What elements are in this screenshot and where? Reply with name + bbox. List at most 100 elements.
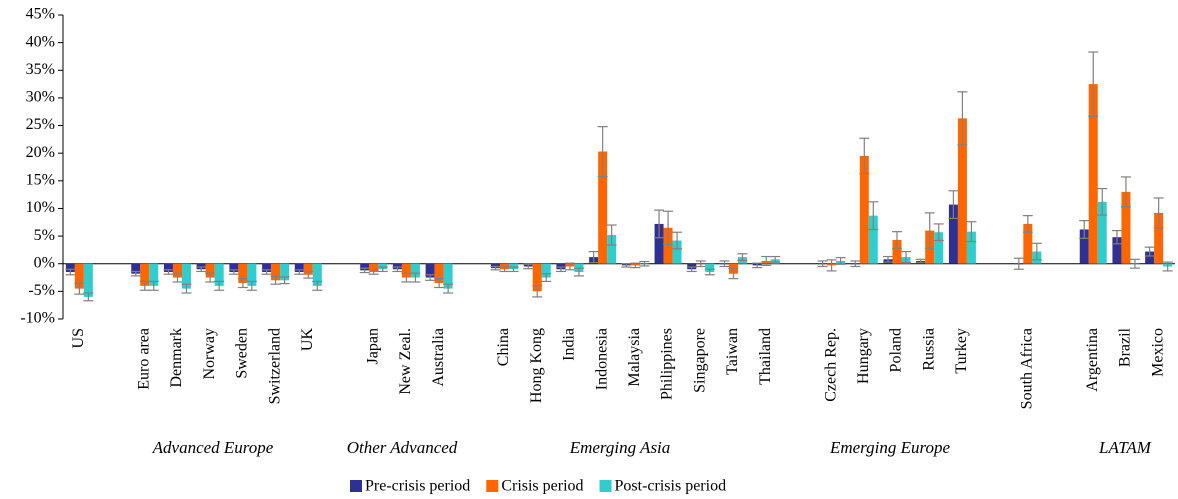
x-tick-label: China (495, 328, 512, 366)
error-bar (377, 266, 388, 273)
bar (541, 263, 551, 278)
error-bar (523, 263, 534, 270)
x-tick-label: Brazil (1117, 327, 1134, 367)
error-bar (639, 260, 650, 267)
error-bar (695, 260, 706, 268)
error-bar (303, 270, 314, 279)
error-bar (621, 263, 632, 268)
x-tick-label: Australia (430, 328, 447, 387)
x-tick-label: Norway (201, 328, 218, 380)
x-tick-label: Japan (364, 328, 381, 364)
bar (957, 118, 967, 264)
bar (181, 263, 191, 289)
error-bar (508, 266, 519, 273)
error-bar (196, 266, 207, 273)
error-bar (555, 266, 566, 273)
bar (360, 263, 370, 271)
bar (65, 263, 75, 273)
error-bar (261, 269, 272, 275)
error-bar (883, 255, 893, 263)
x-tick-label: Indonesia (593, 328, 610, 390)
bar (131, 263, 141, 274)
error-bar (65, 268, 76, 276)
x-tick-label: UK (299, 328, 316, 352)
group-label: Advanced Europe (152, 438, 274, 457)
y-tick-label: 5% (34, 227, 55, 244)
bar (705, 263, 715, 273)
bar (140, 263, 150, 286)
error-bar (835, 257, 846, 265)
legend-swatch (350, 480, 362, 492)
error-bar (74, 282, 85, 295)
y-tick-label: -10% (20, 310, 55, 327)
x-tick-label: Euro area (135, 328, 152, 390)
error-bar (719, 260, 730, 268)
bar (443, 263, 453, 289)
y-tick-label: 35% (26, 61, 55, 78)
x-tick-label: Czech Rep. (822, 328, 839, 402)
bar (294, 263, 304, 273)
x-tick-label: Poland (888, 328, 905, 372)
bar (654, 223, 664, 264)
legend-swatch (486, 480, 499, 492)
error-bar (139, 280, 150, 291)
error-bar (1097, 187, 1108, 216)
bar (425, 263, 435, 278)
error-bar (704, 268, 715, 276)
error-bar (770, 255, 781, 263)
bar (859, 155, 869, 264)
y-tick-label: 0% (34, 254, 55, 271)
x-tick-label: Taiwan (724, 328, 741, 375)
error-bar (752, 262, 763, 269)
error-bar (564, 262, 575, 271)
error-bar (83, 292, 94, 302)
y-tick-label: 15% (26, 171, 55, 188)
error-bar (1022, 215, 1033, 233)
bar (1112, 237, 1122, 264)
bar (74, 263, 84, 289)
error-bar (425, 274, 436, 281)
group-label: Emerging Europe (829, 438, 951, 457)
error-bar (237, 278, 248, 289)
error-bar (532, 285, 543, 298)
error-bar (499, 266, 510, 273)
error-bar (172, 272, 183, 283)
error-bar (1120, 176, 1131, 208)
x-tick-label: Mexico (1149, 328, 1166, 377)
x-tick-label: Denmark (168, 328, 185, 388)
error-bar (214, 280, 225, 291)
bar (434, 263, 444, 284)
x-tick-label: Argentina (1084, 328, 1101, 392)
y-tick-label: 30% (26, 89, 55, 106)
error-bar (130, 270, 141, 277)
error-bar (850, 260, 861, 268)
bar (247, 263, 257, 286)
bar (229, 263, 239, 273)
y-tick-label: -5% (28, 282, 55, 299)
error-bar (228, 269, 239, 275)
x-tick-label: Hong Kong (528, 328, 545, 403)
bar (966, 231, 976, 264)
bar (271, 263, 281, 281)
error-bar (163, 269, 174, 275)
y-tick-label: 20% (26, 144, 55, 161)
error-bar (1162, 261, 1173, 272)
bar (607, 234, 617, 264)
error-bar (1111, 229, 1122, 245)
error-bar (663, 210, 674, 245)
error-bar (443, 283, 454, 294)
x-tick-label: India (561, 328, 578, 361)
error-bar (1088, 51, 1099, 117)
error-bar (1013, 257, 1024, 270)
bar (262, 263, 272, 273)
error-bar (915, 258, 926, 264)
x-tick-label: Russia (920, 328, 937, 371)
error-bar (270, 275, 281, 285)
group-label: Emerging Asia (569, 438, 671, 457)
error-bar (1031, 242, 1042, 261)
error-bar (368, 269, 379, 275)
x-tick-label: Singapore (691, 328, 708, 393)
error-bar (392, 266, 403, 273)
x-tick-label: Sweden (234, 328, 251, 379)
